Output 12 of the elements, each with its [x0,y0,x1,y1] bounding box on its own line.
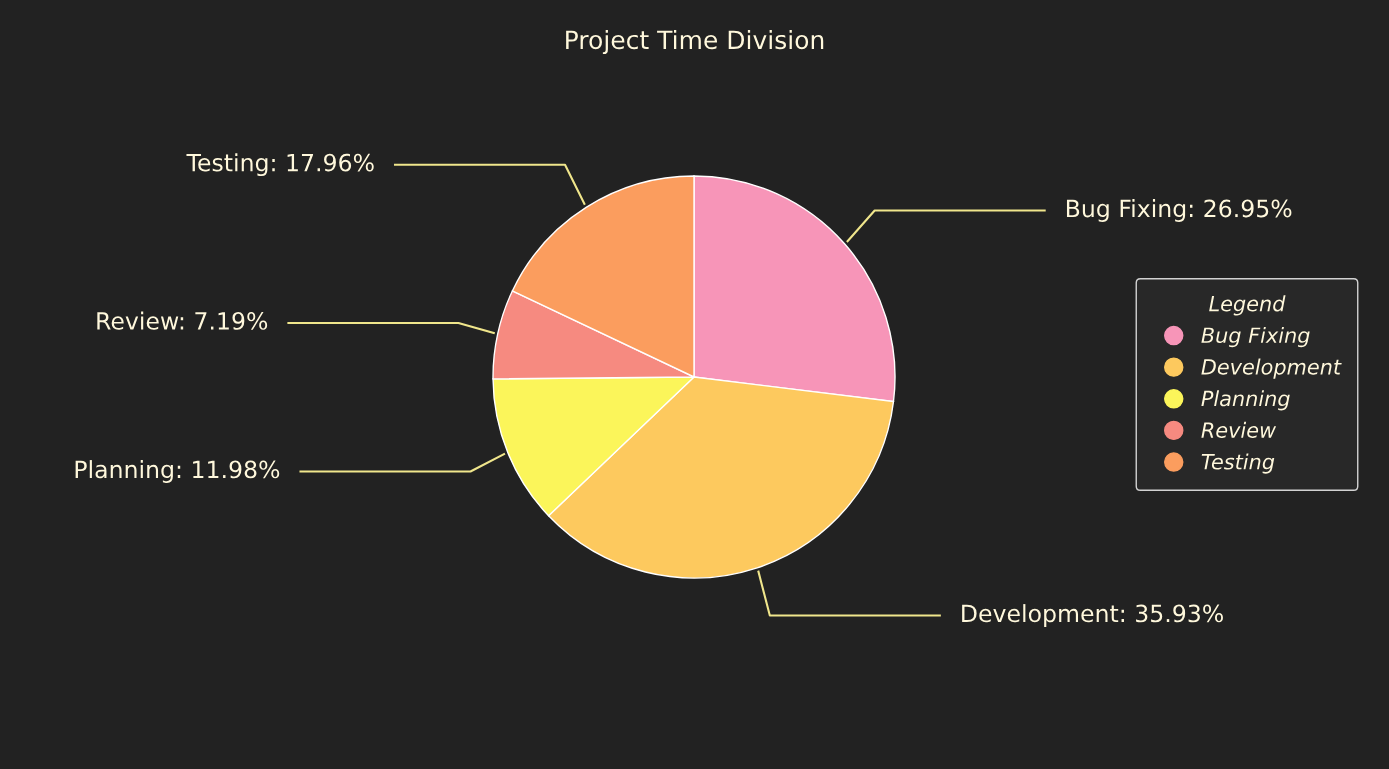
data-label: Review: 7.19% [97,311,268,330]
legend-label: Testing [1201,453,1275,474]
legend-label: Development [1201,358,1342,379]
legend-label: Planning [1201,390,1290,411]
legend-title: Legend [1209,295,1286,316]
legend-label: Bug Fixing [1201,326,1310,348]
data-label: Testing: 17.96% [186,153,374,177]
data-label: Bug Fixing: 26.95% [1066,199,1292,222]
data-label: Development: 35.93% [962,604,1223,627]
legend-label: Review [1201,421,1277,438]
chart-title: Project Time Division [566,29,824,55]
data-label: Planning: 11.98% [75,460,280,483]
